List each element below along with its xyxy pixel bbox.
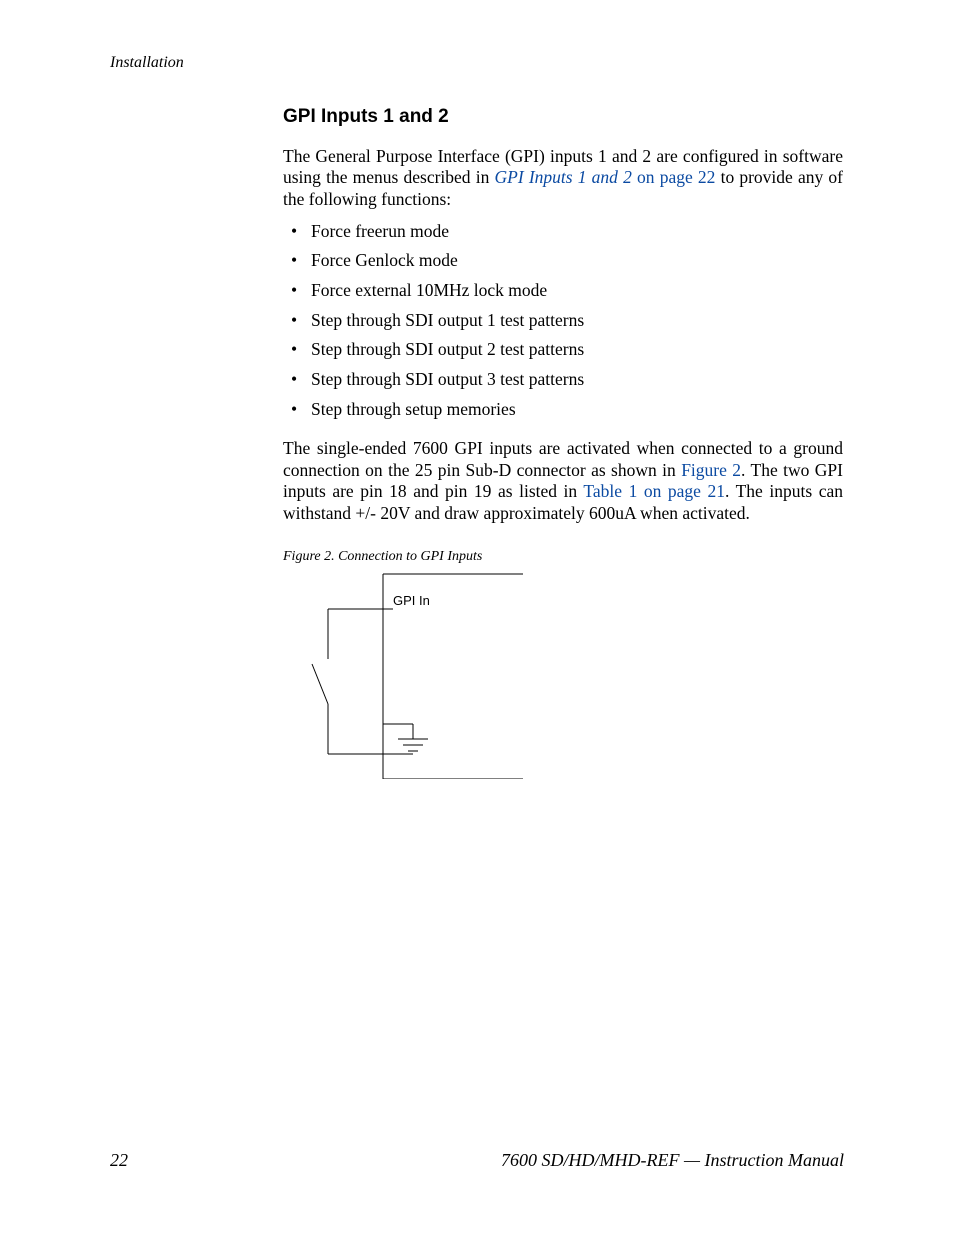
intro-paragraph: The General Purpose Interface (GPI) inpu… xyxy=(283,146,843,211)
main-content: GPI Inputs 1 and 2 The General Purpose I… xyxy=(283,106,843,784)
list-item: Step through SDI output 3 test patterns xyxy=(311,369,843,391)
list-item: Step through SDI output 2 test patterns xyxy=(311,339,843,361)
xref-gpi-inputs-page: on page 22 xyxy=(632,167,716,187)
body-paragraph-2: The single-ended 7600 GPI inputs are act… xyxy=(283,438,843,525)
list-item: Step through SDI output 1 test patterns xyxy=(311,310,843,332)
gpi-connection-svg: 7600Ref GPI In xyxy=(283,569,523,779)
svg-text:7600Ref: 7600Ref xyxy=(438,569,488,572)
list-item: Force external 10MHz lock mode xyxy=(311,280,843,302)
running-head: Installation xyxy=(110,54,184,72)
page: Installation GPI Inputs 1 and 2 The Gene… xyxy=(0,0,954,1235)
footer-title: 7600 SD/HD/MHD-REF — Instruction Manual xyxy=(501,1150,844,1171)
svg-text:GPI In: GPI In xyxy=(393,593,430,608)
list-item: Step through setup memories xyxy=(311,399,843,421)
section-heading: GPI Inputs 1 and 2 xyxy=(283,106,843,128)
xref-table-1[interactable]: Table 1 on page 21 xyxy=(583,481,725,501)
xref-gpi-inputs[interactable]: GPI Inputs 1 and 2 on page 22 xyxy=(495,167,716,187)
figure-caption: Figure 2. Connection to GPI Inputs xyxy=(283,549,843,565)
xref-gpi-inputs-italic: GPI Inputs 1 and 2 xyxy=(495,167,632,187)
list-item: Force freerun mode xyxy=(311,221,843,243)
list-item: Force Genlock mode xyxy=(311,250,843,272)
figure-2-diagram: 7600Ref GPI In xyxy=(283,569,523,784)
xref-figure-2[interactable]: Figure 2 xyxy=(681,460,741,480)
page-number: 22 xyxy=(110,1150,128,1171)
function-list: Force freerun mode Force Genlock mode Fo… xyxy=(283,221,843,421)
page-footer: 22 7600 SD/HD/MHD-REF — Instruction Manu… xyxy=(110,1150,844,1171)
